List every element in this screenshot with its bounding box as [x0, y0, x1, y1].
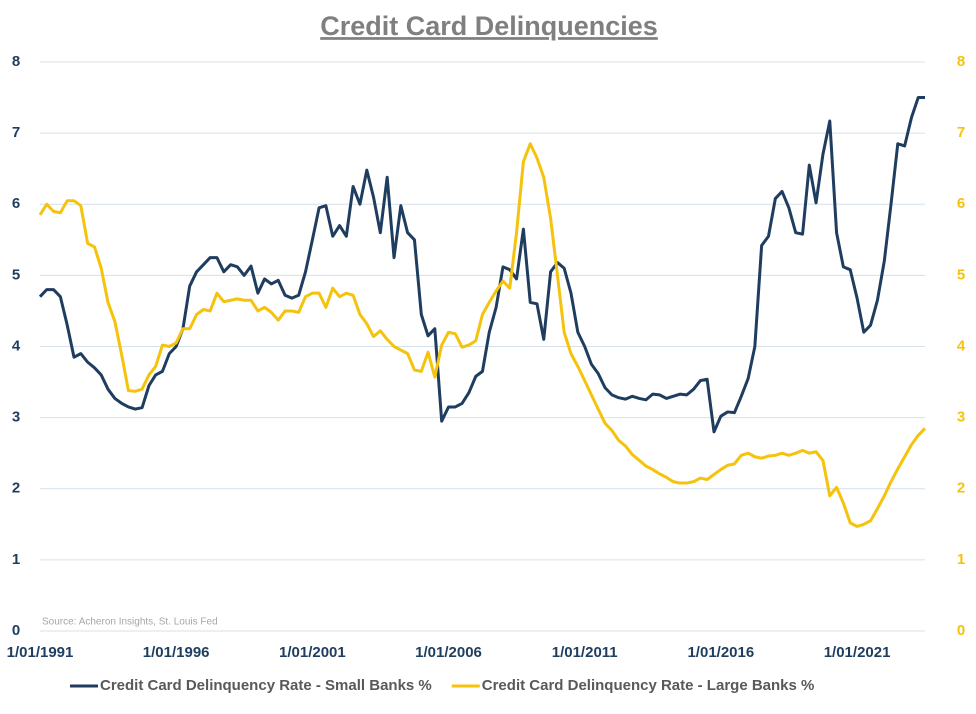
y-tick-label: 2 [12, 480, 20, 497]
y2-tick-label: 4 [957, 337, 966, 354]
y2-tick-label: 2 [957, 480, 965, 497]
y2-tick-label: 1 [957, 551, 965, 568]
y-tick-label: 8 [12, 53, 20, 70]
x-tick-label: 1/01/2021 [824, 644, 891, 661]
y2-tick-label: 7 [957, 124, 965, 141]
legend-label: Credit Card Delinquency Rate - Small Ban… [100, 677, 432, 694]
chart-title: Credit Card Delinquencies [320, 11, 658, 41]
y-tick-label: 3 [12, 409, 20, 426]
y-tick-label: 0 [12, 622, 20, 639]
y2-tick-label: 8 [957, 53, 965, 70]
y-tick-label: 5 [12, 266, 20, 283]
y2-tick-label: 3 [957, 409, 965, 426]
x-tick-label: 1/01/2001 [279, 644, 346, 661]
x-tick-label: 1/01/2006 [415, 644, 482, 661]
source-note: Source: Acheron Insights, St. Louis Fed [42, 617, 218, 628]
x-tick-label: 1/01/1991 [7, 644, 74, 661]
x-tick-label: 1/01/1996 [143, 644, 210, 661]
x-tick-label: 1/01/2011 [552, 644, 618, 661]
y2-tick-label: 5 [957, 266, 965, 283]
y-tick-label: 4 [12, 337, 21, 354]
series-line [38, 142, 927, 528]
series-line [38, 96, 925, 434]
x-tick-label: 1/01/2016 [687, 644, 754, 661]
y2-tick-label: 0 [957, 622, 965, 639]
y-tick-label: 6 [12, 195, 20, 212]
y2-tick-label: 6 [957, 195, 965, 212]
y-tick-label: 7 [12, 124, 20, 141]
legend-label: Credit Card Delinquency Rate - Large Ban… [482, 677, 815, 694]
y-tick-label: 1 [12, 551, 20, 568]
